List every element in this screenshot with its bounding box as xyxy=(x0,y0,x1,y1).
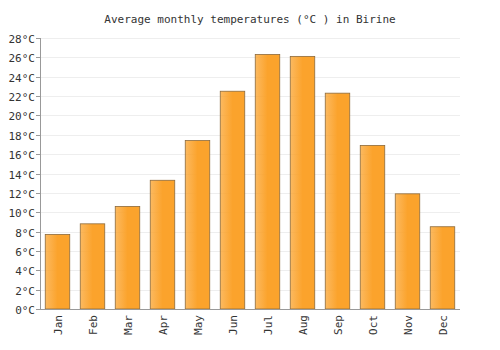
x-tick-label: Aug xyxy=(297,315,310,335)
bar xyxy=(80,224,105,309)
bar xyxy=(255,54,280,309)
y-tick-label: 26°C xyxy=(9,52,36,65)
chart-container: Average monthly temperatures (°C ) in Bi… xyxy=(0,0,500,350)
y-tick-label: 24°C xyxy=(9,72,36,85)
grid-line xyxy=(40,154,460,155)
tick-mark xyxy=(36,115,40,116)
tick-mark xyxy=(36,57,40,58)
chart-svg: Average monthly temperatures (°C ) in Bi… xyxy=(0,0,500,350)
x-tick-label: Jun xyxy=(227,315,240,335)
tick-mark xyxy=(36,251,40,252)
y-tick-label: 4°C xyxy=(15,265,35,278)
grid-line xyxy=(40,38,460,39)
tick-mark xyxy=(36,212,40,213)
y-tick-label: 2°C xyxy=(15,285,35,298)
y-tick-label: 18°C xyxy=(9,130,36,143)
y-tick-label: 0°C xyxy=(15,304,35,317)
bar xyxy=(220,91,245,309)
y-tick-label: 6°C xyxy=(15,246,35,259)
x-tick-label: Dec xyxy=(437,315,450,335)
chart-title: Average monthly temperatures (°C ) in Bi… xyxy=(104,13,395,26)
tick-mark xyxy=(36,270,40,271)
y-tick-label: 20°C xyxy=(9,110,36,123)
tick-mark xyxy=(36,232,40,233)
grid-line xyxy=(40,77,460,78)
tick-mark xyxy=(36,135,40,136)
tick-mark xyxy=(36,38,40,39)
y-tick-label: 10°C xyxy=(9,207,36,220)
y-tick-label: 8°C xyxy=(15,227,35,240)
grid-line xyxy=(40,57,460,58)
y-tick-label: 12°C xyxy=(9,188,36,201)
y-tick-label: 14°C xyxy=(9,169,36,182)
x-tick-label: Jan xyxy=(52,315,65,335)
bar xyxy=(430,227,455,309)
y-tick-label: 22°C xyxy=(9,91,36,104)
bar xyxy=(115,206,140,309)
y-axis xyxy=(40,38,41,309)
x-tick-label: Apr xyxy=(157,315,170,335)
tick-mark xyxy=(36,309,40,310)
grid-line xyxy=(40,309,460,310)
bar xyxy=(395,194,420,309)
bar xyxy=(185,141,210,309)
tick-mark xyxy=(36,193,40,194)
bar xyxy=(45,234,70,309)
bar xyxy=(360,145,385,309)
x-tick-label: Nov xyxy=(402,315,415,335)
bar xyxy=(150,180,175,309)
x-tick-label: May xyxy=(192,315,205,335)
x-tick-label: Oct xyxy=(367,315,380,335)
bar xyxy=(290,56,315,309)
x-tick-label: Jul xyxy=(262,315,275,335)
grid-line xyxy=(40,174,460,175)
y-tick-label: 28°C xyxy=(9,33,36,46)
tick-mark xyxy=(36,77,40,78)
y-tick-label: 16°C xyxy=(9,149,36,162)
tick-mark xyxy=(36,174,40,175)
tick-mark xyxy=(36,154,40,155)
x-tick-label: Sep xyxy=(332,315,345,335)
tick-mark xyxy=(36,290,40,291)
grid-line xyxy=(40,135,460,136)
grid-line xyxy=(40,96,460,97)
grid-line xyxy=(40,115,460,116)
bar xyxy=(325,93,350,309)
bars xyxy=(45,54,455,309)
x-tick-label: Mar xyxy=(122,315,135,335)
tick-mark xyxy=(36,96,40,97)
x-axis xyxy=(40,309,460,310)
x-tick-label: Feb xyxy=(87,315,100,335)
